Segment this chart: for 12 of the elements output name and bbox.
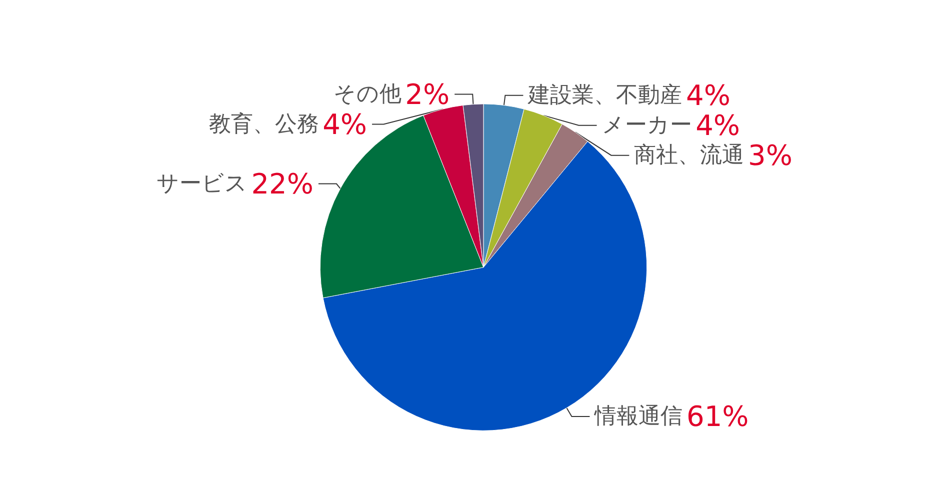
data-label: 61% [686, 400, 749, 434]
slice-label: メーカー [602, 112, 692, 138]
slice-label: 商社、流通 [634, 142, 744, 168]
data-label: 4% [322, 108, 368, 141]
data-label: 22% [251, 167, 314, 200]
slice-label: 情報通信 [594, 404, 683, 430]
slice-label: 建設業、不動産 [527, 82, 682, 108]
slice-label: その他 [333, 82, 402, 107]
slice-label: サービス [156, 171, 248, 196]
data-label: 3% [748, 138, 792, 172]
data-label: 2% [405, 78, 450, 111]
slice-label: 教育、公務 [208, 110, 319, 137]
